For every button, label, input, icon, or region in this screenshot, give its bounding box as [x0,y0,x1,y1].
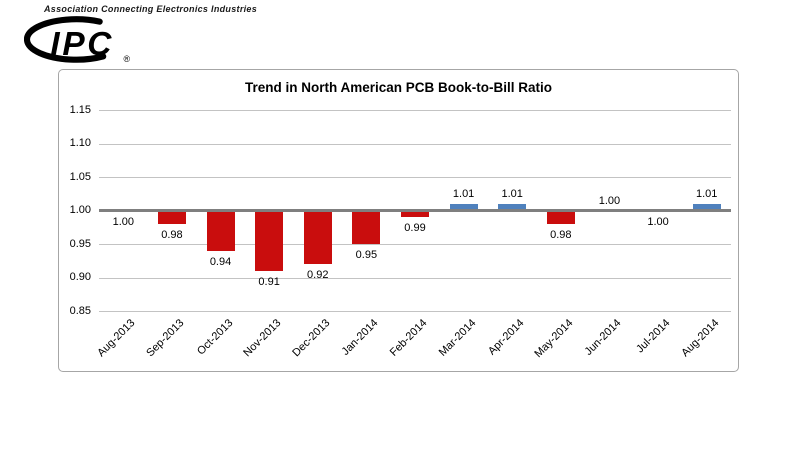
gridline [99,110,731,111]
bar-apr-2014 [498,203,527,211]
gridline [99,311,731,312]
data-label: 0.98 [550,228,572,241]
bar-sep-2013 [157,210,186,224]
registered-mark: ® [123,54,130,64]
ipc-logo-text: IPC [50,26,114,63]
x-axis-tick-label: Oct-2013 [194,317,236,358]
gridline [99,277,731,279]
bar-jan-2014 [352,210,381,244]
x-axis-tick-label: Aug-2013 [95,317,138,360]
y-axis-tick-label: 0.95 [69,237,91,250]
data-label: 1.00 [598,194,621,207]
y-axis-tick-label: 1.15 [69,103,91,116]
x-axis-tick-label: Dec-2013 [290,317,333,360]
x-axis-tick-label: May-2014 [532,317,576,361]
data-label: 0.95 [355,249,378,261]
baseline-axis [99,209,731,212]
bar-mar-2014 [449,203,478,211]
data-label: 0.94 [209,255,232,268]
x-axis-tick-label: Jul-2014 [634,317,673,356]
bar-nov-2013 [255,210,284,271]
y-axis-tick-label: 0.90 [69,271,91,283]
y-axis-tick-label: 1.00 [69,204,91,216]
data-label: 0.91 [258,275,280,288]
x-axis-tick-label: Aug-2014 [678,317,722,360]
data-label: 1.01 [501,187,523,200]
bar-may-2014 [546,210,575,224]
x-axis-tick-label: Mar-2014 [436,317,479,359]
chart-title: Trend in North American PCB Book-to-Bill… [244,80,552,95]
ipc-swoosh-icon [24,16,107,63]
bar-aug-2014 [692,203,721,211]
ipc-logo: IPC ® [24,16,130,64]
data-label: 1.01 [695,187,718,200]
y-axis-tick-label: 1.05 [69,170,91,183]
data-label: 0.99 [404,222,426,235]
x-axis-tick-label: Jan-2014 [339,317,381,358]
x-axis-tick-label: Sep-2013 [144,317,187,360]
data-label: 0.92 [307,269,329,282]
y-axis-tick-label: 0.85 [69,304,91,317]
plot-area: 1.15 1.10 1.05 1.00 0.95 0.90 0.85 1.00 0.98 0.94… [59,70,738,371]
bar-oct-2013 [206,210,235,251]
bar-feb-2014 [401,210,429,218]
gridline [99,244,731,245]
y-axis-tick-label: 1.10 [69,137,91,149]
gridline [99,177,731,178]
x-axis-tick-label: Nov-2013 [241,317,284,360]
x-axis-tick-label: Apr-2014 [486,317,527,358]
data-label: 0.98 [161,228,183,241]
x-axis-tick-label: Jun-2014 [583,317,624,358]
bar-dec-2013 [303,210,332,265]
brand-tagline: Association Connecting Electronics Indus… [44,4,258,14]
gridline [99,143,731,145]
x-axis-tick-label: Feb-2014 [387,317,430,359]
data-label: 1.01 [452,187,475,200]
chart-container: Trend in North American PCB Book-to-Bill… [58,69,739,372]
data-label: 1.00 [647,215,669,228]
data-label: 1.00 [112,215,134,228]
